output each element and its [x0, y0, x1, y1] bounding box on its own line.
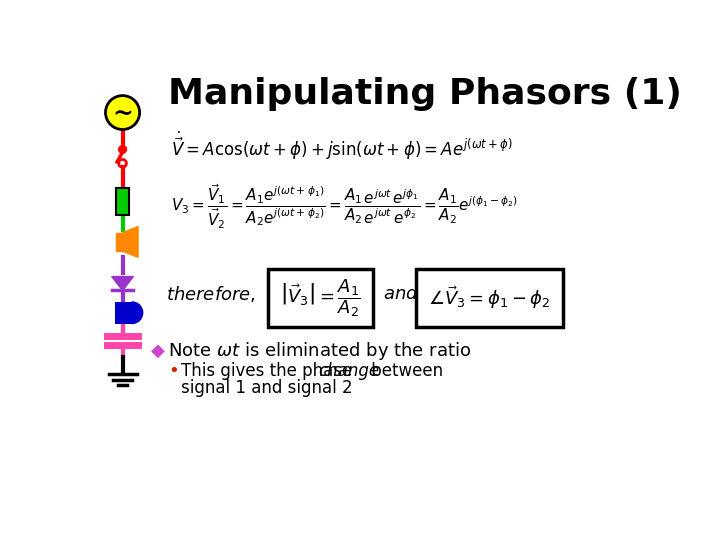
- Circle shape: [119, 146, 127, 153]
- Text: Note $\omega t$ is eliminated by the ratio: Note $\omega t$ is eliminated by the rat…: [168, 340, 471, 362]
- Polygon shape: [112, 276, 133, 291]
- Bar: [117, 233, 122, 251]
- Polygon shape: [122, 226, 138, 257]
- FancyBboxPatch shape: [415, 269, 563, 327]
- Text: ◆: ◆: [151, 342, 165, 360]
- Text: $\mathit{and}$: $\mathit{and}$: [383, 285, 419, 303]
- Text: ~: ~: [112, 100, 133, 125]
- Wedge shape: [132, 302, 143, 323]
- Text: $\left|\vec{V}_3\right| = \dfrac{A_1}{A_2}$: $\left|\vec{V}_3\right| = \dfrac{A_1}{A_…: [280, 277, 361, 319]
- Circle shape: [106, 96, 140, 130]
- Text: $\dot{\vec{V}} = A\cos(\omega t + \phi) + j\sin(\omega t + \phi) = Ae^{j(\omega : $\dot{\vec{V}} = A\cos(\omega t + \phi) …: [171, 130, 513, 162]
- Text: $\angle \vec{V}_3 = \phi_1 - \phi_2$: $\angle \vec{V}_3 = \phi_1 - \phi_2$: [428, 284, 550, 311]
- FancyBboxPatch shape: [269, 269, 373, 327]
- Text: $V_3 = \dfrac{\vec{V}_1}{\vec{V}_2} = \dfrac{A_1 e^{j(\omega t+\phi_1)}}{A_2 e^{: $V_3 = \dfrac{\vec{V}_1}{\vec{V}_2} = \d…: [171, 183, 518, 231]
- Text: between: between: [366, 362, 443, 380]
- Text: This gives the phase: This gives the phase: [181, 362, 358, 380]
- Text: Manipulating Phasors (1): Manipulating Phasors (1): [168, 77, 681, 111]
- Bar: [117, 188, 129, 215]
- Text: change: change: [319, 362, 379, 380]
- Bar: [114, 302, 132, 323]
- Text: signal 1 and signal 2: signal 1 and signal 2: [181, 379, 353, 397]
- Text: $\mathit{therefore,}$: $\mathit{therefore,}$: [166, 284, 256, 304]
- Text: •: •: [168, 362, 179, 380]
